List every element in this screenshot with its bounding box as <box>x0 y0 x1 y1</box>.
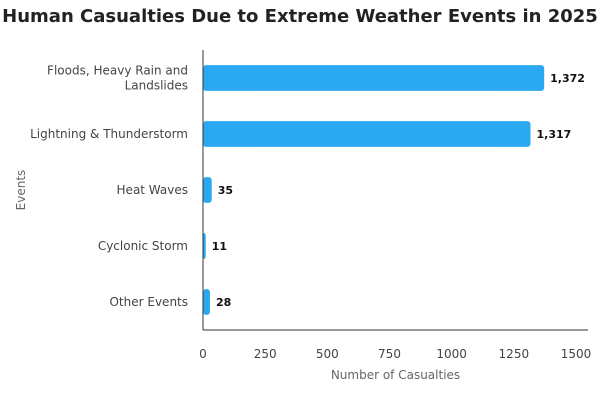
bar-value-label: 1,317 <box>536 128 571 141</box>
x-tick-label: 1250 <box>499 347 530 361</box>
x-tick-label: 500 <box>316 347 339 361</box>
bar-value-label: 11 <box>212 240 227 253</box>
x-tick-label: 1000 <box>436 347 467 361</box>
x-tick-labels-group: 0 250 500 750 1000 1250 1500 <box>199 347 591 361</box>
value-labels-group: 1,372 1,317 35 11 28 <box>212 72 585 309</box>
x-tick-label: 750 <box>378 347 401 361</box>
bar <box>203 289 210 315</box>
y-axis-title: Events <box>14 170 28 211</box>
category-label: Lightning & Thunderstorm <box>30 127 188 141</box>
bar-value-label: 1,372 <box>550 72 585 85</box>
bar <box>203 233 206 259</box>
x-tick-label: 250 <box>254 347 277 361</box>
bar-value-label: 28 <box>216 296 231 309</box>
chart-title: Human Casualties Due to Extreme Weather … <box>2 6 598 27</box>
x-tick-label: 1500 <box>561 347 592 361</box>
x-tick-label: 0 <box>199 347 207 361</box>
x-axis-title: Number of Casualties <box>331 368 460 382</box>
category-label: Other Events <box>109 295 188 309</box>
category-label: Heat Waves <box>117 183 188 197</box>
bar <box>203 177 212 203</box>
bar <box>203 65 545 91</box>
category-label: Floods, Heavy Rain and Landslides <box>47 64 188 93</box>
category-labels-group: Floods, Heavy Rain and Landslides Lightnin… <box>30 64 188 310</box>
bars-group <box>203 65 545 315</box>
bar <box>203 121 531 147</box>
bar-value-label: 35 <box>218 184 233 197</box>
category-label: Cyclonic Storm <box>98 239 188 253</box>
